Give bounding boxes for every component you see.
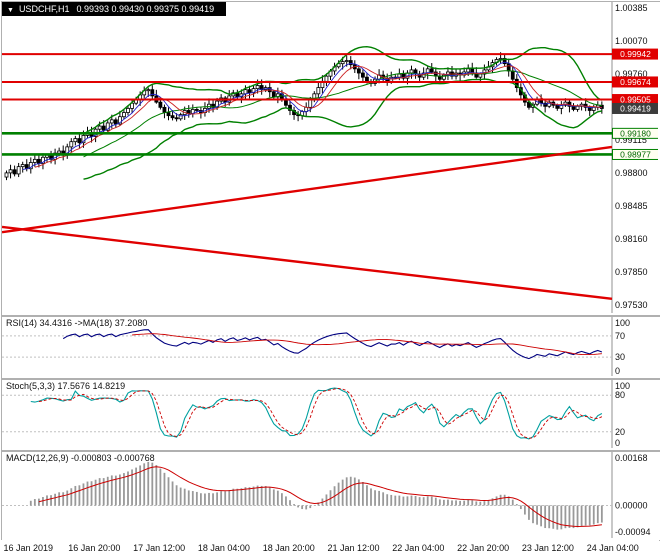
chart-ohlc-values: 0.99393 0.99430 0.99375 0.99419 (76, 4, 215, 14)
rsi-canvas[interactable]: 100 70 30 0 (2, 317, 658, 376)
trend-line-descending[interactable] (2, 225, 613, 300)
price-chart-canvas[interactable]: 1.003851.000700.997600.994450.991150.988… (2, 2, 658, 313)
price-tick-label: 0.99115 (615, 135, 647, 145)
bollinger-middle-band (83, 70, 602, 158)
macd-tick-label: 0.00168 (615, 453, 648, 463)
svg-text:0.99419: 0.99419 (620, 103, 651, 113)
support-price-badge: 0.99180 (612, 127, 658, 139)
macd-label: MACD(12,26,9) -0.000803 -0.000768 (6, 453, 155, 463)
svg-text:0.98977: 0.98977 (620, 149, 651, 159)
resistance-price-badge: 0.99942 (612, 48, 658, 60)
svg-text:0.99505: 0.99505 (620, 95, 651, 105)
macd-histogram (29, 461, 603, 530)
bollinger-upper-band (83, 45, 603, 136)
price-tick-label: 0.98800 (615, 168, 648, 178)
svg-text:0.99180: 0.99180 (620, 128, 651, 138)
rsi-ma-line (132, 333, 602, 356)
time-tick-label: 17 Jan 12:00 (133, 543, 186, 553)
price-tick-label: 0.97530 (615, 300, 648, 310)
time-tick-label: 21 Jan 12:00 (327, 543, 380, 553)
stoch-tick-label: 20 (615, 427, 625, 437)
rsi-tick-label: 70 (615, 331, 625, 341)
macd-tick-label: 0.00000 (615, 500, 648, 510)
resistance-price-badge: 0.99674 (612, 76, 658, 88)
price-tick-label: 1.00070 (615, 36, 648, 46)
stoch-k-line (30, 387, 603, 440)
macd-canvas[interactable]: 0.00168 0.00000 -0.00094 (2, 452, 658, 538)
stoch-tick-label: 80 (615, 390, 625, 400)
rsi-tick-label: 0 (615, 366, 620, 376)
time-tick-label: 16 Jan 20:00 (68, 543, 121, 553)
current-price-badge: 0.99419 (612, 102, 658, 114)
time-axis: 16 Jan 2019 16 Jan 20:00 17 Jan 12:00 18 Ja… (1, 540, 659, 558)
price-chart-panel: 1.003851.000700.997600.994450.991150.988… (1, 1, 660, 316)
chart-title-bar: ▼ USDCHF,H1 0.99393 0.99430 0.99375 0.9941… (2, 2, 227, 16)
macd-signal-line (38, 466, 602, 528)
stoch-tick-label: 0 (615, 438, 620, 448)
stoch-tick-label: 100 (615, 381, 630, 391)
stoch-d-line (38, 387, 603, 439)
price-tick-label: 0.98485 (615, 201, 648, 211)
chart-symbol-timeframe: USDCHF,H1 (18, 4, 70, 14)
ma-slow-line (34, 65, 602, 168)
bollinger-lower-band (83, 78, 603, 180)
price-tick-label: 0.97850 (615, 267, 648, 277)
price-tick-label: 0.99760 (615, 69, 648, 79)
rsi-panel: 100 70 30 0 RSI(14) 34.4316 ->MA(18) 37.208… (1, 316, 660, 379)
svg-text:0.99674: 0.99674 (620, 77, 651, 87)
rsi-label: RSI(14) 34.4316 ->MA(18) 37.2080 (6, 318, 148, 328)
macd-tick-label: -0.00094 (615, 527, 651, 537)
macd-panel: 0.00168 0.00000 -0.00094 MACD(12,26,9) -0.… (1, 451, 660, 541)
time-tick-label: 16 Jan 2019 (3, 543, 54, 553)
stochastic-label: Stoch(5,3,3) 17.5676 14.8219 (6, 381, 126, 391)
rsi-line (62, 329, 603, 360)
time-tick-label: 22 Jan 04:00 (392, 543, 445, 553)
support-price-badge: 0.98977 (612, 148, 658, 160)
rsi-tick-label: 100 (615, 318, 630, 328)
time-tick-label: 23 Jan 12:00 (521, 543, 574, 553)
trend-line-ascending[interactable] (2, 145, 613, 234)
chart-dropdown-icon[interactable]: ▼ (7, 7, 14, 14)
price-tick-label: 0.98160 (615, 234, 648, 244)
time-tick-label: 24 Jan 04:00 (586, 543, 639, 553)
svg-text:0.99942: 0.99942 (620, 49, 651, 59)
rsi-tick-label: 30 (615, 352, 625, 362)
stochastic-panel: 100 80 20 0 Stoch(5,3,3) 17.5676 14.8219 (1, 379, 660, 451)
price-tick-label: 1.00385 (615, 3, 648, 13)
time-tick-label: 18 Jan 20:00 (262, 543, 315, 553)
time-tick-label: 18 Jan 04:00 (197, 543, 250, 553)
time-tick-label: 22 Jan 20:00 (457, 543, 510, 553)
